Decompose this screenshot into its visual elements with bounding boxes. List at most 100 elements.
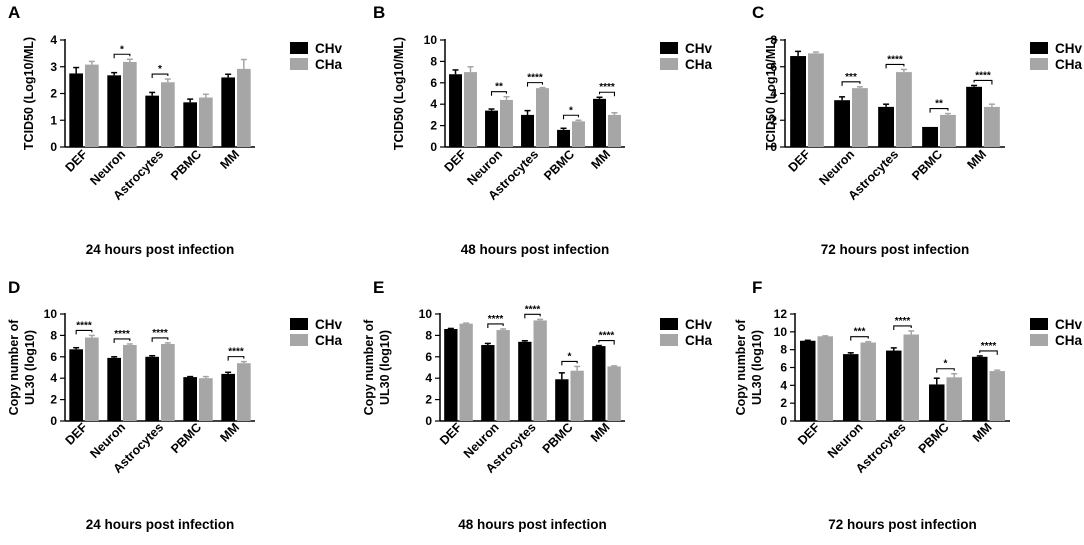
bar-cha: [85, 64, 99, 147]
y-axis-label-line: Copy number of: [7, 319, 21, 416]
legend-label: CHa: [685, 333, 712, 348]
y-axis-label: Copy number of UL30 (log10): [7, 319, 37, 416]
panel-label: D: [8, 278, 20, 297]
category-label: DEF: [63, 420, 91, 448]
y-tick-label: 1: [50, 113, 57, 127]
y-axis-label-line: UL30 (log10): [23, 330, 37, 405]
y-tick-label: 8: [430, 54, 437, 68]
category-label: PBMC: [909, 147, 945, 183]
legend-swatch: [290, 318, 308, 330]
y-tick-label: 4: [780, 378, 787, 392]
y-tick-label: 2: [430, 119, 437, 133]
y-tick-label: 0: [50, 414, 57, 428]
y-axis-label-line: UL30 (log10): [750, 330, 764, 405]
y-tick-label: 4: [50, 33, 57, 47]
bar-cha: [123, 345, 137, 421]
legend-label: CHa: [315, 333, 342, 348]
bar-chv: [843, 354, 859, 421]
significance-label: ****: [981, 341, 997, 352]
bar-cha: [459, 323, 473, 421]
bar-chv: [886, 350, 902, 421]
legend-label: CHa: [315, 57, 342, 72]
legend-swatch: [660, 58, 678, 70]
significance-label: ****: [599, 331, 615, 342]
y-tick-label: 6: [770, 60, 777, 74]
legend-label: CHa: [1055, 333, 1082, 348]
bar-chv: [107, 75, 121, 147]
bar-chv: [481, 345, 495, 421]
legend-label: CHv: [685, 41, 712, 56]
significance-bracket: [929, 108, 949, 113]
panel-title: 48 hours post infection: [458, 517, 607, 532]
bar-chv: [790, 56, 806, 147]
significance-bracket: [598, 340, 615, 345]
bar-cha: [199, 97, 213, 147]
y-tick-label: 0: [425, 414, 432, 428]
y-tick-label: 8: [770, 33, 777, 47]
significance-bracket: [936, 368, 955, 373]
y-tick-label: 6: [50, 350, 57, 364]
significance-label: *: [944, 359, 948, 370]
bar-chv: [183, 102, 197, 147]
bar-chv: [555, 379, 569, 421]
significance-bracket: [841, 81, 861, 86]
bar-cha: [85, 337, 99, 421]
bar-cha: [984, 106, 1000, 147]
panel-title: 72 hours post infection: [828, 517, 977, 532]
bar-chv: [929, 384, 945, 421]
bar-chv: [518, 341, 532, 421]
significance-label: ***: [845, 72, 857, 83]
bar-cha: [608, 114, 621, 147]
category-label: MM: [588, 147, 613, 172]
y-axis-label-line: UL30 (log10): [378, 330, 392, 405]
significance-label: *: [569, 105, 573, 116]
bar-chv: [966, 86, 982, 147]
legend-swatch: [1030, 42, 1048, 54]
bar-cha: [237, 68, 251, 147]
significance-bracket: [113, 338, 131, 343]
bar-chv: [485, 110, 498, 147]
y-tick-label: 2: [770, 113, 777, 127]
bar-chv: [922, 126, 938, 147]
bar-chv: [834, 100, 850, 147]
bar-cha: [533, 320, 547, 421]
significance-label: ****: [76, 320, 92, 331]
category-label: MM: [970, 420, 995, 445]
legend-swatch: [290, 334, 308, 346]
bar-cha: [989, 371, 1005, 421]
y-tick-label: 10: [774, 325, 788, 339]
significance-bracket: [885, 63, 905, 69]
significance-bracket: [562, 114, 580, 120]
significance-label: ****: [599, 82, 615, 93]
significance-label: **: [495, 82, 503, 93]
significance-label: ****: [975, 70, 991, 81]
significance-label: *: [568, 351, 572, 362]
category-label: PBMC: [541, 147, 577, 183]
significance-bracket: [151, 73, 169, 79]
bar-cha: [896, 72, 912, 147]
bar-cha: [808, 53, 824, 147]
bar-cha: [946, 377, 962, 421]
category-label: DEF: [786, 147, 814, 175]
bar-cha: [860, 342, 876, 421]
y-tick-label: 6: [430, 76, 437, 90]
panel-title: 24 hours post infection: [86, 517, 235, 532]
panel-title: 72 hours post infection: [821, 242, 970, 257]
legend-swatch: [1030, 58, 1048, 70]
bar-cha: [570, 370, 584, 421]
category-label: PBMC: [916, 420, 952, 456]
y-axis-label: TCID50 (Log10/ML): [392, 37, 406, 150]
significance-bracket: [526, 82, 544, 87]
y-tick-label: 12: [774, 307, 788, 321]
bar-chv: [183, 377, 197, 421]
panel-label: C: [752, 3, 764, 22]
bar-cha: [940, 114, 956, 147]
panel-f: F 0 2 4 6 8 10 12 Copy number of UL30 (log10) DEF N…: [734, 278, 1082, 532]
legend-swatch: [1030, 318, 1048, 330]
legend-swatch: [660, 318, 678, 330]
category-label: DEF: [795, 420, 823, 448]
